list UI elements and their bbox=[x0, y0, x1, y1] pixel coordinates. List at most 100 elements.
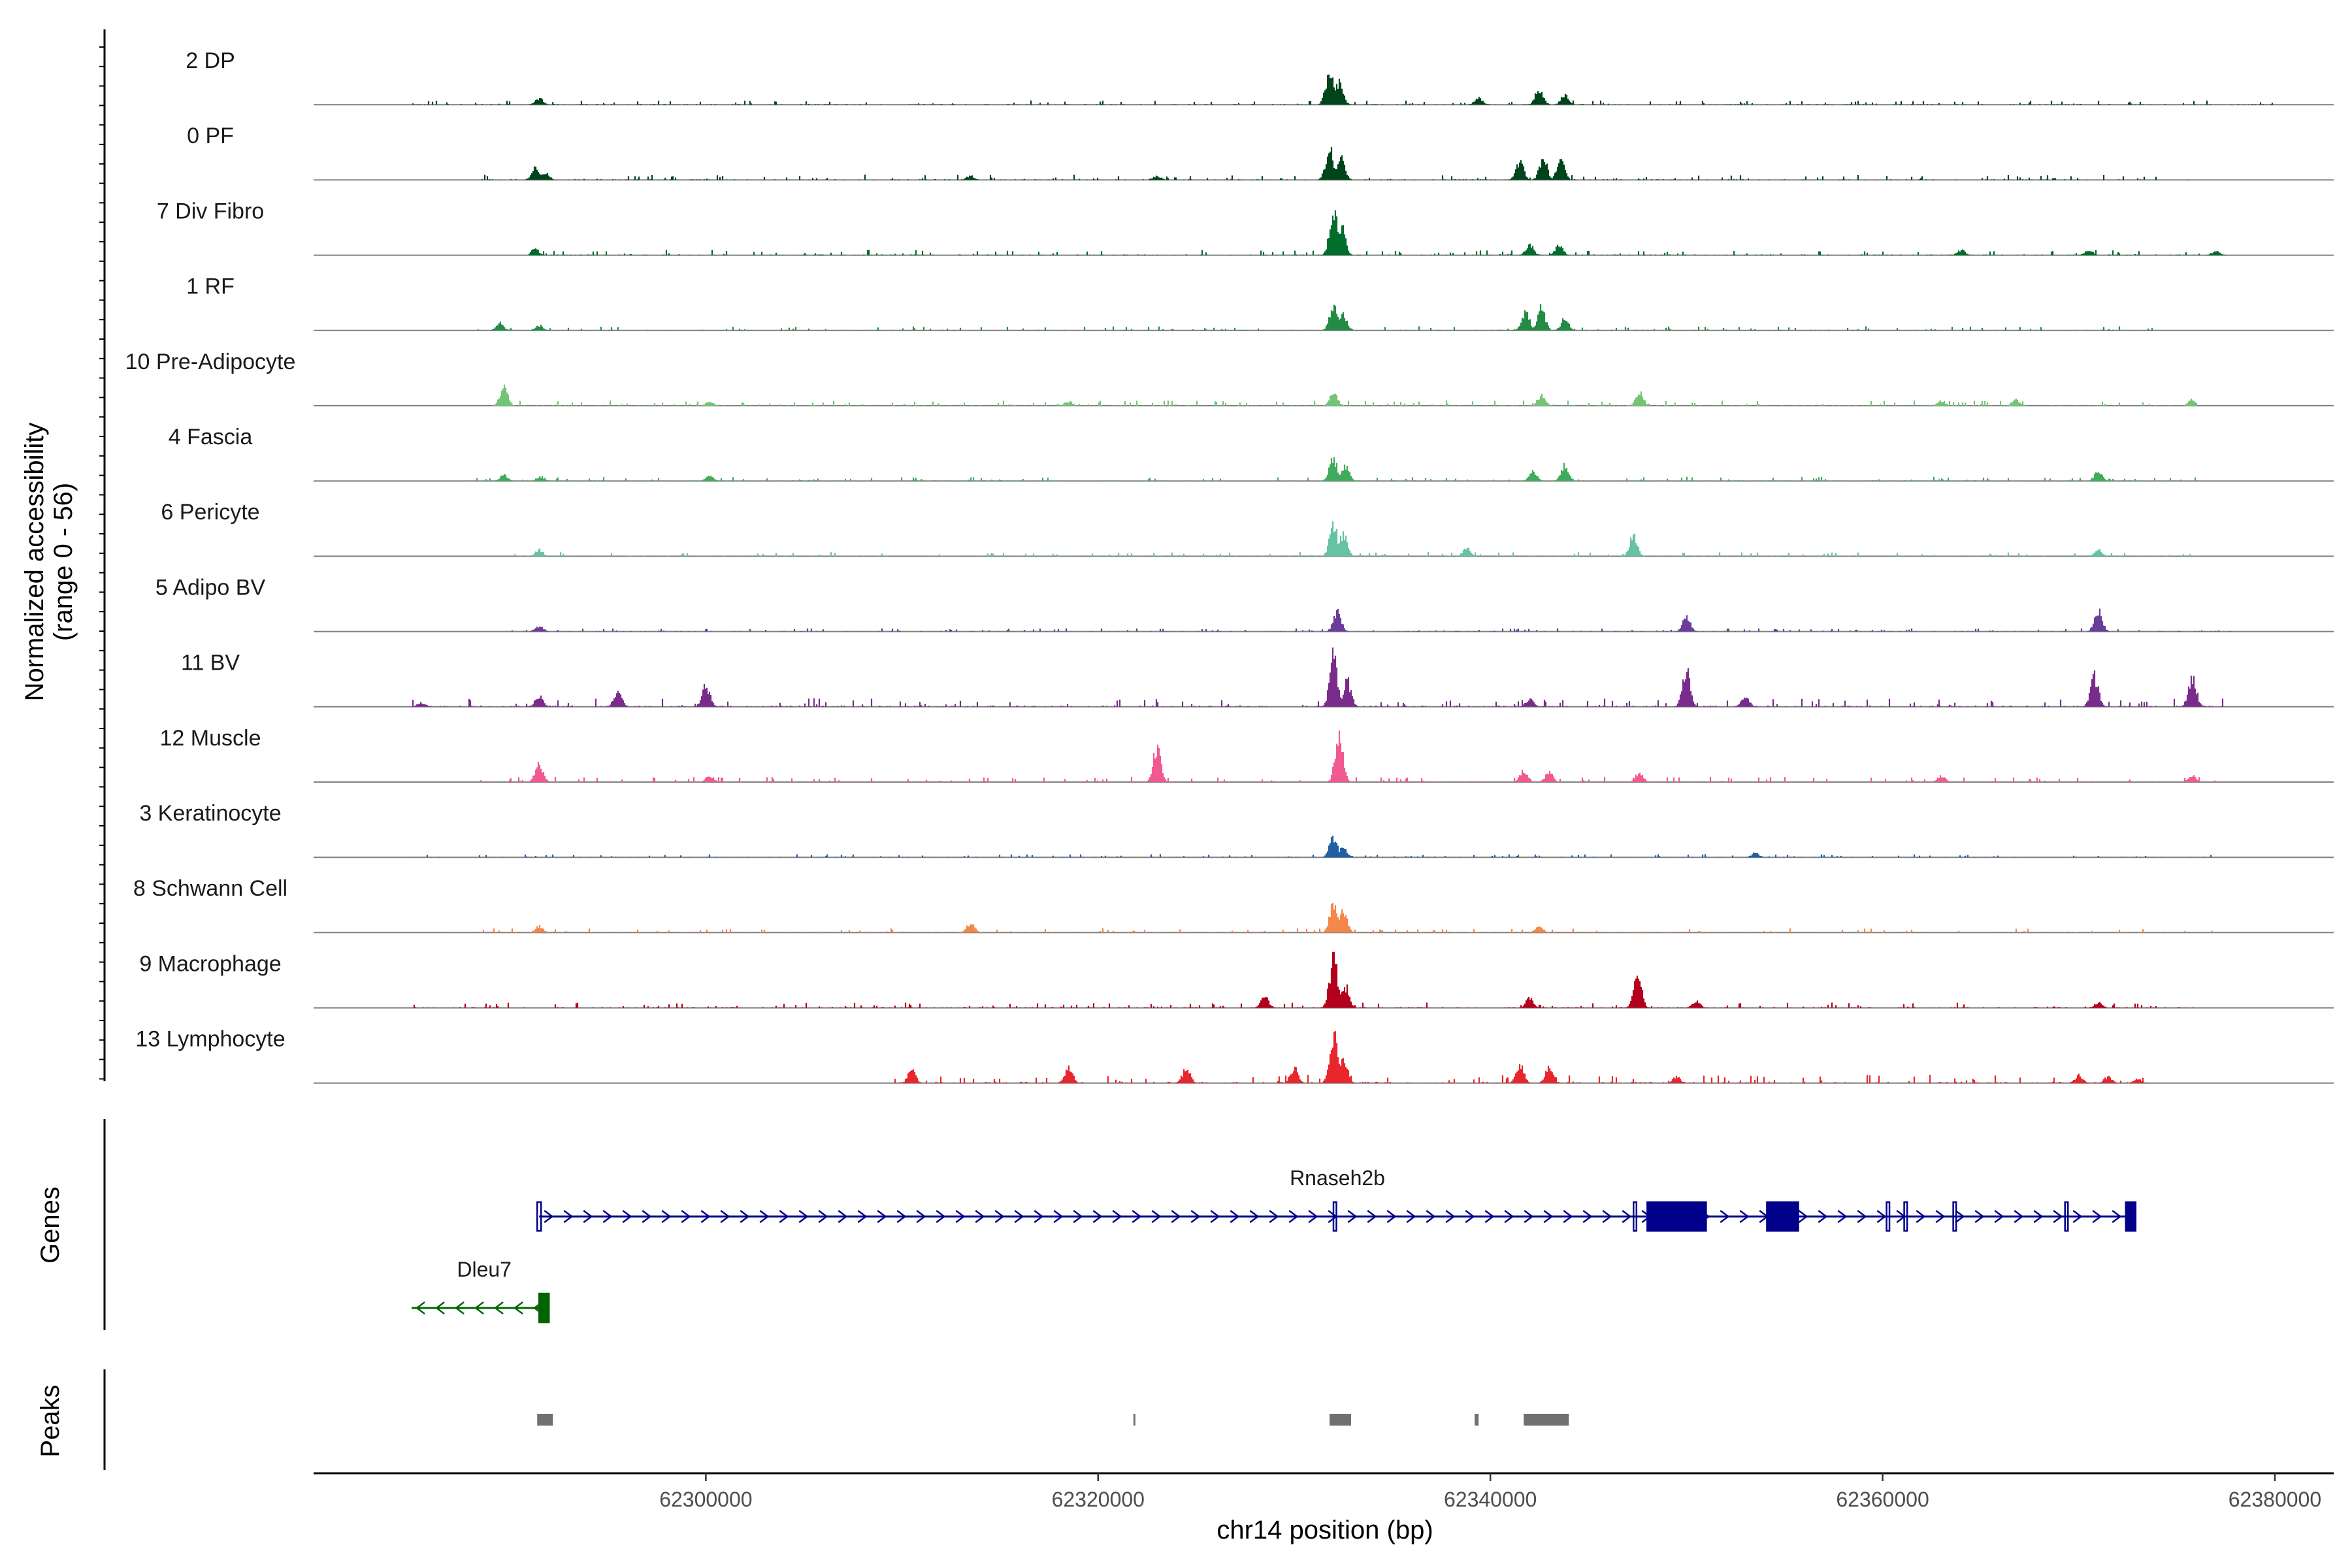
coverage-signal bbox=[412, 647, 2224, 707]
coverage-signal bbox=[528, 210, 2227, 255]
gene-exon bbox=[1886, 1201, 1891, 1232]
strand-arrow bbox=[494, 1301, 504, 1315]
peak-region bbox=[1475, 1414, 1479, 1426]
strand-arrow bbox=[818, 1210, 828, 1223]
x-axis-ticks: 62300000 62320000 62340000 62360000 62380000 bbox=[659, 1473, 2321, 1511]
strand-arrow bbox=[416, 1301, 425, 1315]
gene-coding-exon bbox=[1647, 1202, 1707, 1231]
strand-arrow bbox=[1582, 1210, 1593, 1223]
strand-arrow bbox=[563, 1210, 574, 1223]
strand-arrow bbox=[975, 1210, 985, 1223]
coverage-track: 1 RF bbox=[186, 274, 2334, 331]
coverage-signal bbox=[413, 951, 2194, 1008]
strand-arrow bbox=[1916, 1210, 1926, 1223]
track-label: 7 Div Fibro bbox=[157, 199, 264, 223]
strand-arrow bbox=[1857, 1210, 1867, 1223]
strand-arrow bbox=[1935, 1210, 1946, 1223]
coverage-signal bbox=[449, 902, 2215, 933]
coverage-track: 12 Muscle bbox=[160, 726, 2334, 783]
gene: Dleu7 bbox=[412, 1258, 550, 1324]
strand-arrow bbox=[1210, 1210, 1220, 1223]
coverage-signal bbox=[412, 74, 2274, 105]
strand-arrow bbox=[759, 1210, 770, 1223]
strand-arrow bbox=[1955, 1210, 1965, 1223]
coverage-track: 5 Adipo BV bbox=[155, 575, 2334, 632]
strand-arrow bbox=[2092, 1210, 2102, 1223]
track-label: 6 Pericyte bbox=[161, 500, 259, 525]
strand-arrow bbox=[1171, 1210, 1181, 1223]
strand-arrow bbox=[455, 1301, 465, 1315]
coverage-signal bbox=[472, 304, 2190, 331]
strand-arrow bbox=[2072, 1210, 2083, 1223]
strand-arrow bbox=[2033, 1210, 2044, 1223]
x-axis-title: chr14 position (bp) bbox=[1217, 1516, 1433, 1544]
strand-arrow bbox=[1543, 1210, 1554, 1223]
gene-exon bbox=[1903, 1201, 1908, 1232]
strand-arrow bbox=[857, 1210, 868, 1223]
strand-arrow bbox=[1602, 1210, 1612, 1223]
track-label: 5 Adipo BV bbox=[155, 575, 266, 600]
peak-region bbox=[1133, 1414, 1135, 1426]
strand-arrow bbox=[1739, 1210, 1750, 1223]
track-label: 1 RF bbox=[186, 274, 235, 299]
track-label: 13 Lymphocyte bbox=[135, 1027, 285, 1052]
strand-arrow bbox=[1386, 1210, 1397, 1223]
strand-arrow bbox=[1406, 1210, 1416, 1223]
coverage-track: 8 Schwann Cell bbox=[133, 876, 2334, 934]
strand-arrow bbox=[720, 1210, 730, 1223]
gene-exon bbox=[1633, 1201, 1638, 1232]
strand-arrow bbox=[1073, 1210, 1083, 1223]
strand-arrow bbox=[1151, 1210, 1162, 1223]
gene-coding-exon bbox=[1767, 1202, 1799, 1231]
strand-arrow bbox=[1504, 1210, 1514, 1223]
gene-coding-exon bbox=[539, 1294, 549, 1322]
strand-arrow bbox=[994, 1210, 1005, 1223]
strand-arrow bbox=[583, 1210, 593, 1223]
strand-arrow bbox=[1230, 1210, 1240, 1223]
strand-arrow bbox=[896, 1210, 907, 1223]
track-label: 12 Muscle bbox=[160, 726, 261, 751]
strand-arrow bbox=[1445, 1210, 1456, 1223]
strand-arrow bbox=[798, 1210, 809, 1223]
strand-arrow bbox=[936, 1210, 946, 1223]
strand-arrow bbox=[1367, 1210, 1377, 1223]
coverage-signal bbox=[514, 521, 2198, 557]
strand-arrow bbox=[1484, 1210, 1495, 1223]
strand-arrow bbox=[1720, 1210, 1730, 1223]
strand-arrow bbox=[1876, 1210, 1887, 1223]
strand-arrow bbox=[838, 1210, 848, 1223]
track-label: 3 Keratinocyte bbox=[139, 801, 281, 826]
strand-arrow bbox=[877, 1210, 887, 1223]
coverage-track: 2 DP bbox=[186, 48, 2334, 106]
strand-arrow bbox=[916, 1210, 926, 1223]
coverage-signal bbox=[473, 730, 2216, 782]
strand-arrow bbox=[1563, 1210, 1573, 1223]
x-tick-label: 62380000 bbox=[2229, 1488, 2321, 1511]
strand-arrow bbox=[1837, 1210, 1848, 1223]
y-axis-range: (range 0 - 56) bbox=[49, 483, 78, 641]
coverage-track: 13 Lymphocyte bbox=[135, 1027, 2334, 1084]
x-tick-label: 62320000 bbox=[1052, 1488, 1145, 1511]
strand-arrow bbox=[1112, 1210, 1122, 1223]
strand-arrow bbox=[514, 1301, 523, 1315]
strand-arrow bbox=[2014, 1210, 2024, 1223]
strand-arrow bbox=[1426, 1210, 1436, 1223]
strand-arrow bbox=[1190, 1210, 1201, 1223]
strand-arrow bbox=[1288, 1210, 1299, 1223]
coverage-track: 9 Macrophage bbox=[139, 951, 2334, 1009]
strand-arrow bbox=[622, 1210, 632, 1223]
coverage-signal bbox=[491, 384, 2198, 406]
x-tick-label: 62300000 bbox=[659, 1488, 752, 1511]
strand-arrow bbox=[779, 1210, 789, 1223]
peak-regions bbox=[537, 1414, 1569, 1426]
strand-arrow bbox=[1034, 1210, 1044, 1223]
strand-arrow bbox=[1092, 1210, 1103, 1223]
coverage-tracks: 2 DP 0 PF 7 Div Fibro 1 RF 10 Pre-Adipocyte 4… bbox=[125, 48, 2334, 1084]
strand-arrow bbox=[681, 1210, 691, 1223]
coverage-signal bbox=[894, 1031, 2148, 1083]
strand-arrow bbox=[1249, 1210, 1260, 1223]
gene-coding-exon bbox=[2125, 1202, 2136, 1231]
gene-exon bbox=[536, 1201, 542, 1232]
coverage-signal bbox=[511, 608, 2232, 632]
